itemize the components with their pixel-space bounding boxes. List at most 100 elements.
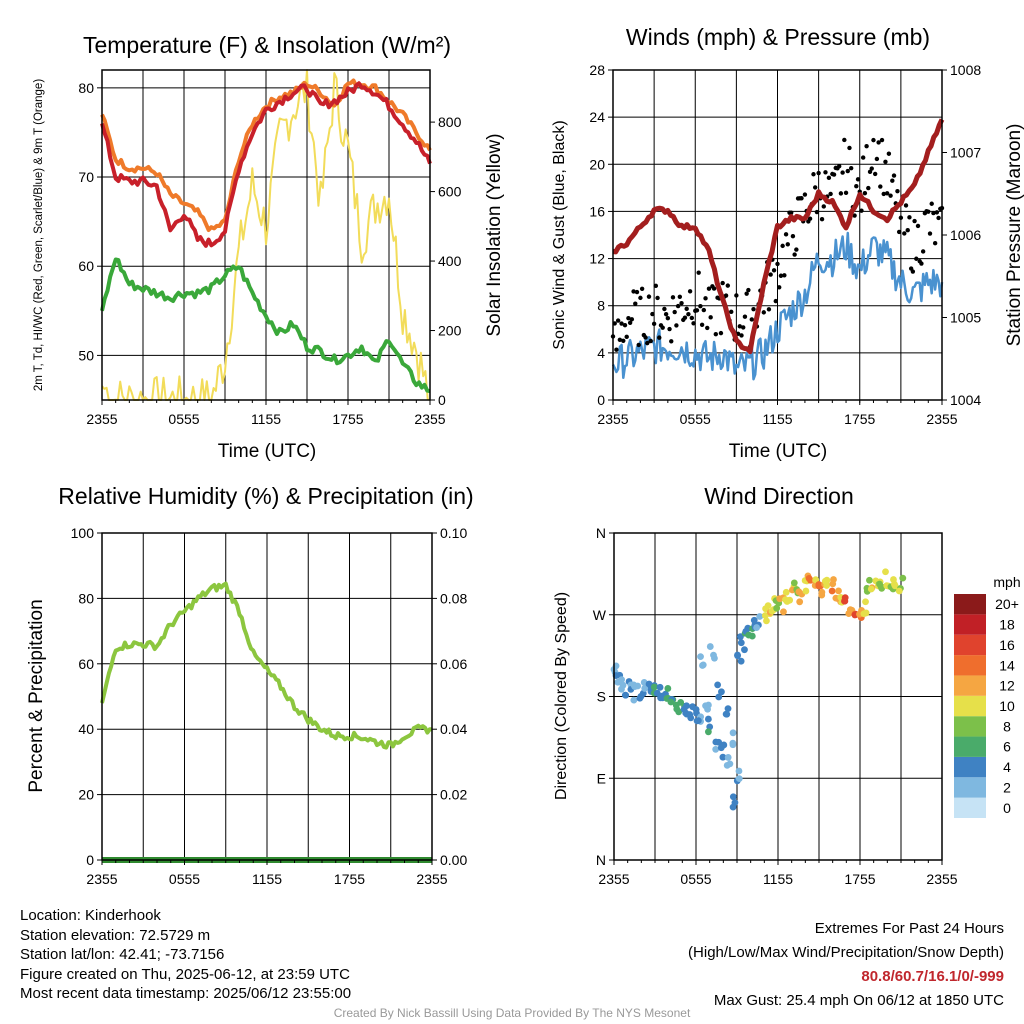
gust-point xyxy=(778,273,784,278)
gust-point xyxy=(669,339,674,344)
y-tick-label: N xyxy=(596,852,606,868)
wind-direction-point xyxy=(782,588,790,596)
gust-point xyxy=(691,321,696,326)
y-tick-label: 400 xyxy=(438,253,462,269)
wind-direction-point xyxy=(890,580,898,588)
colorbar-swatch xyxy=(954,634,986,656)
series-line-2m xyxy=(100,257,431,394)
gust-point xyxy=(819,216,825,222)
wind-direction-point xyxy=(704,728,712,736)
gust-point xyxy=(831,172,837,177)
rh-ylabel-left: Percent & Precipitation xyxy=(26,599,47,792)
gust-point xyxy=(902,231,907,236)
wind-direction-point xyxy=(862,598,869,606)
wind-direction-point xyxy=(882,568,889,576)
gust-point xyxy=(783,232,789,237)
wind-direction-point xyxy=(878,584,886,592)
colorbar-tick-label: 10 xyxy=(999,698,1015,714)
wind-direction-point xyxy=(724,754,732,761)
wind-direction-point xyxy=(823,582,831,589)
y-tick-label: 100 xyxy=(71,525,95,541)
winds-x-ticks: 2355 0555 1155 1755 2355 xyxy=(597,400,958,427)
gust-point xyxy=(701,307,707,313)
y-tick-label: N xyxy=(596,525,606,541)
colorbar-swatch xyxy=(954,716,986,737)
wind-direction-point xyxy=(729,793,737,801)
wind-direction-point xyxy=(796,598,804,606)
y-tick-label: 40 xyxy=(78,721,94,737)
colorbar-swatch xyxy=(954,797,986,818)
wind-direction-point xyxy=(631,683,639,691)
wind-direction-point xyxy=(790,579,798,587)
gust-point xyxy=(912,218,917,224)
gust-point xyxy=(696,270,701,275)
winds-xlabel: Time (UTC) xyxy=(729,441,828,462)
gust-point xyxy=(914,256,919,261)
wind-direction-point xyxy=(764,602,772,610)
gust-point xyxy=(814,209,820,215)
gust-point xyxy=(905,227,910,233)
y-tick-label: 0.02 xyxy=(440,787,467,803)
gust-point xyxy=(639,286,645,291)
colorbar-swatch xyxy=(954,756,986,778)
y-tick-label: 20 xyxy=(589,156,605,172)
wind-direction-point xyxy=(720,741,728,749)
station-location: Location: Kinderhook xyxy=(20,907,161,924)
gust-point xyxy=(655,295,660,301)
y-tick-label: 200 xyxy=(438,323,462,339)
gust-point xyxy=(872,171,878,177)
series-line-solar xyxy=(101,69,431,401)
colorbar-tick-label: 6 xyxy=(1003,739,1011,755)
gust-point xyxy=(855,177,861,182)
wdir-points xyxy=(610,568,907,811)
x-tick-label: 2355 xyxy=(926,871,957,887)
x-tick-label: 1755 xyxy=(844,871,875,887)
gust-point xyxy=(631,289,636,294)
gust-point xyxy=(773,298,778,304)
x-tick-label: 0555 xyxy=(168,411,199,427)
y-tick-label: 70 xyxy=(78,169,94,185)
colorbar-swatch xyxy=(954,614,986,635)
gust-point xyxy=(614,347,619,352)
wind-direction-point xyxy=(710,651,717,659)
gust-point xyxy=(742,314,748,319)
gust-point xyxy=(713,331,719,337)
gust-point xyxy=(854,184,859,189)
speed-colorbar: 0 2 4 6 8 10 12 14 16 18 20+ xyxy=(954,594,1019,818)
series-line-sonic-wind xyxy=(611,231,944,381)
wind-direction-point xyxy=(780,608,787,616)
gust-point xyxy=(934,210,940,215)
x-tick-label: 1155 xyxy=(251,411,281,427)
wind-direction-point xyxy=(630,696,638,704)
gust-point xyxy=(633,301,638,306)
wind-direction-point xyxy=(729,803,737,811)
gust-point xyxy=(816,170,821,176)
gust-point xyxy=(729,309,734,315)
wind-direction-point xyxy=(737,639,745,647)
humidity-panel: Relative Humidity (%) & Precipitation (i… xyxy=(26,483,474,887)
max-gust: Max Gust: 25.4 mph On 06/12 at 1850 UTC xyxy=(713,992,1004,1009)
gust-point xyxy=(848,165,854,171)
extremes-info: Extremes For Past 24 Hours (High/Low/Max… xyxy=(688,917,1004,1013)
gust-point xyxy=(674,323,679,328)
gust-point xyxy=(860,155,866,160)
gust-point xyxy=(792,252,797,257)
x-tick-label: 1155 xyxy=(763,871,793,887)
colorbar-tick-label: 16 xyxy=(999,637,1015,653)
winds-series xyxy=(610,118,945,381)
wind-direction-point xyxy=(737,657,745,665)
x-tick-label: 2355 xyxy=(86,871,117,887)
gust-point xyxy=(876,140,881,145)
wind-direction-point xyxy=(860,610,868,618)
gust-point xyxy=(684,306,689,312)
winds-y-ticks: 0 4 8 12 16 20 24 28 xyxy=(589,62,613,408)
wind-direction-point xyxy=(645,680,653,688)
wind-direction-point xyxy=(815,581,823,588)
gust-point xyxy=(734,293,739,298)
gust-point xyxy=(790,233,796,239)
temp-y-ticks: 50 60 70 80 xyxy=(78,80,102,363)
gust-point xyxy=(782,273,787,278)
x-tick-label: 0555 xyxy=(169,871,200,887)
wind-direction-point xyxy=(828,587,836,595)
gust-point xyxy=(694,308,700,313)
